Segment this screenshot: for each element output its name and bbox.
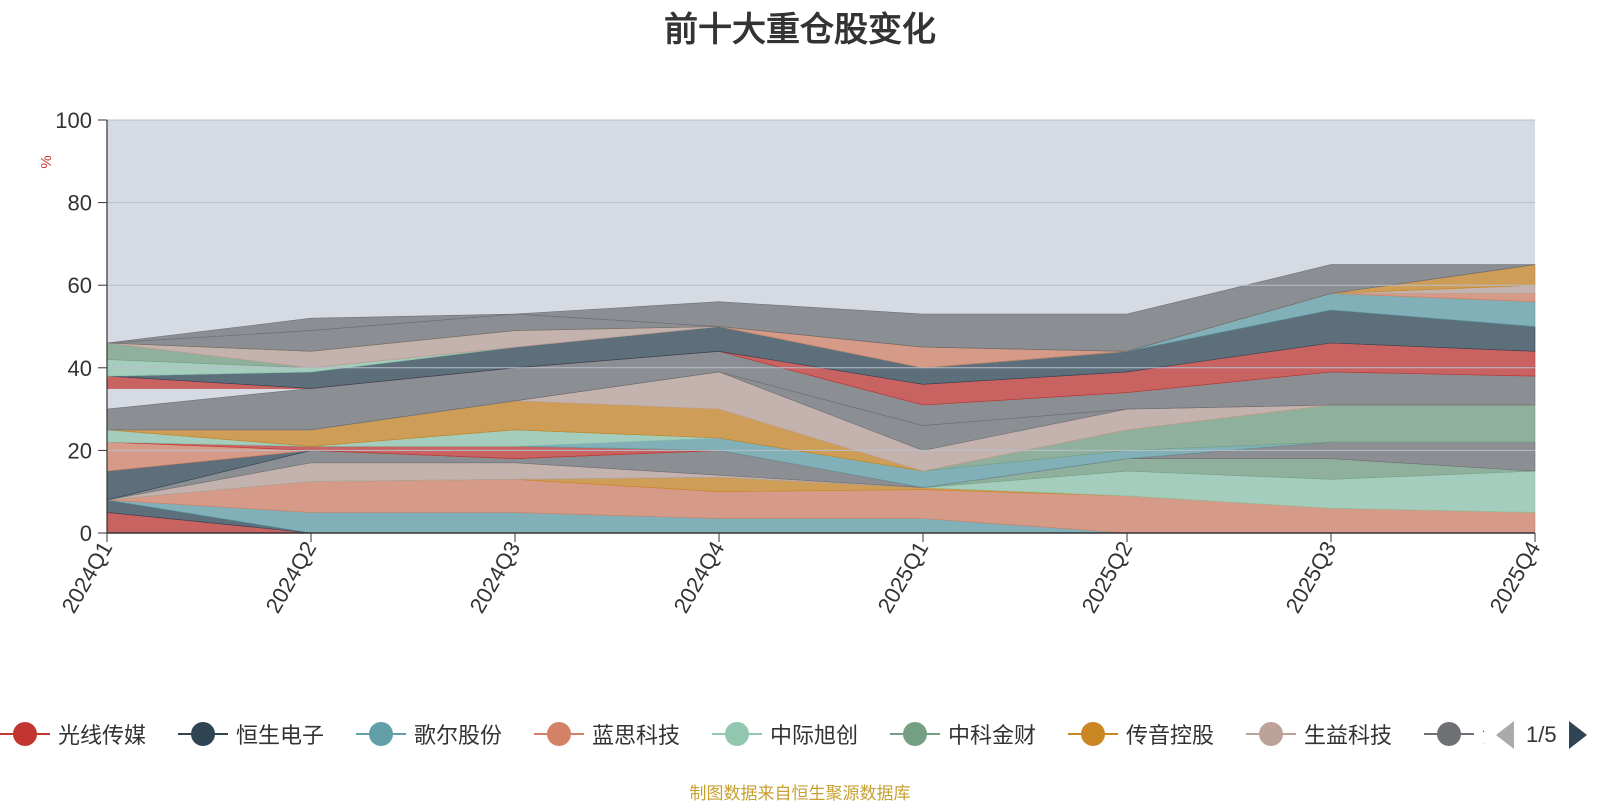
legend-item-0[interactable]: 光线传媒 [0, 716, 146, 752]
legend-label: 生益科技 [1304, 723, 1393, 748]
legend-label: 中科金财 [948, 723, 1037, 748]
legend-marker-icon [534, 722, 584, 746]
x-tick-label: 2025Q2 [1077, 537, 1138, 617]
x-tick-label: 2025Q1 [873, 537, 934, 617]
y-tick-label: 60 [68, 273, 92, 298]
y-tick-label: 20 [68, 438, 92, 463]
legend: 光线传媒 恒生电子 歌尔股份 蓝思科技 中际旭创 中科金财 传音控股 生益科技 沪 [0, 716, 1484, 752]
legend-marker-icon [712, 722, 762, 746]
legend-label: 光线传媒 [58, 723, 147, 748]
legend-marker-icon [1068, 722, 1118, 746]
legend-label: 恒生电子 [236, 723, 325, 748]
legend-pager: 1/5 [1496, 718, 1587, 752]
chart-title: 前十大重仓股变化 [664, 11, 936, 49]
legend-label: 蓝思科技 [592, 723, 681, 748]
legend-item-5[interactable]: 中科金财 [890, 716, 1036, 752]
legend-item-3[interactable]: 蓝思科技 [534, 716, 680, 752]
x-tick-label: 2024Q1 [57, 537, 118, 617]
area-chart: 0 20 40 60 80 100 2024Q1 2024Q2 2024Q3 2024Q4 2025… [38, 108, 1546, 617]
x-tick-label: 2025Q3 [1281, 537, 1342, 617]
legend-marker-icon [356, 722, 406, 746]
legend-marker-icon [1424, 722, 1474, 746]
x-tick-label: 2025Q4 [1485, 537, 1546, 617]
y-tick-label: 0 [80, 521, 92, 546]
legend-item-4[interactable]: 中际旭创 [712, 716, 858, 752]
x-tick-label: 2024Q4 [669, 537, 730, 617]
legend-label: 中际旭创 [770, 723, 859, 748]
y-axis-unit-label: % [38, 155, 55, 168]
legend-page-indicator: 1/5 [1526, 722, 1557, 747]
legend-label: 传音控股 [1126, 723, 1215, 748]
legend-item-7[interactable]: 生益科技 [1246, 716, 1392, 752]
x-tick-label: 2024Q3 [465, 537, 526, 617]
area-band-28 [106, 264, 1536, 352]
legend-marker-icon [1246, 722, 1296, 746]
x-tick-label: 2024Q2 [261, 537, 322, 617]
legend-item-8[interactable]: 沪 [1424, 716, 1484, 752]
legend-marker-icon [178, 722, 228, 746]
grid-lines [107, 119, 1535, 451]
legend-item-1[interactable]: 恒生电子 [178, 716, 324, 752]
legend-label: 歌尔股份 [414, 723, 503, 748]
legend-marker-icon [890, 722, 940, 746]
legend-label: 沪 [1482, 718, 1484, 750]
legend-next-page-button[interactable] [1568, 721, 1587, 749]
y-tick-label: 80 [68, 191, 92, 216]
y-tick-label: 40 [68, 356, 92, 381]
legend-item-2[interactable]: 歌尔股份 [356, 716, 502, 752]
source-note: 制图数据来自恒生聚源数据库 [689, 784, 911, 803]
legend-prev-page-button[interactable] [1496, 721, 1514, 749]
legend-marker-icon [0, 722, 50, 746]
legend-item-6[interactable]: 传音控股 [1068, 716, 1214, 752]
y-tick-label: 100 [55, 108, 92, 133]
